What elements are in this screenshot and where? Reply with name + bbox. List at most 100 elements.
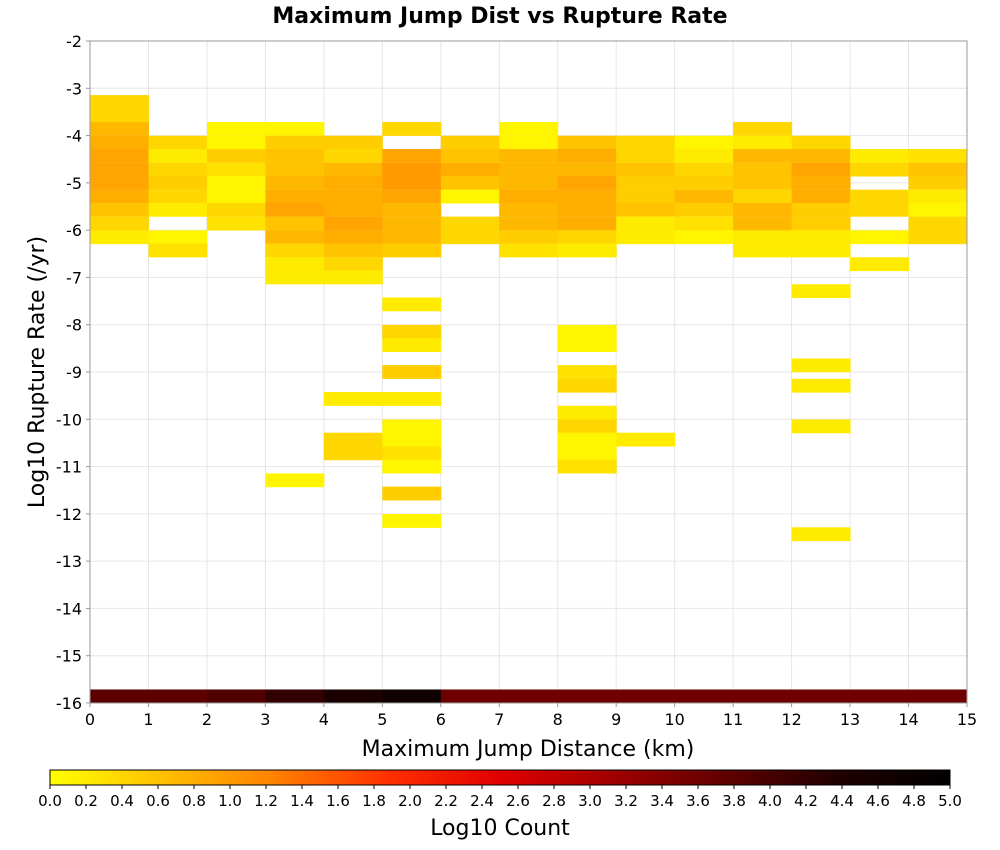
x-tick-label: 6 bbox=[436, 710, 446, 729]
heatmap-cell bbox=[616, 149, 676, 163]
heatmap-cell bbox=[206, 689, 266, 704]
heatmap-cell bbox=[206, 122, 266, 136]
heatmap-cell bbox=[791, 189, 851, 204]
heatmap-cell bbox=[323, 135, 383, 150]
colorbar-tick-label: 3.8 bbox=[722, 792, 746, 810]
colorbar-tick-label: 1.4 bbox=[290, 792, 314, 810]
heatmap-cell bbox=[265, 122, 325, 136]
y-tick-label: -11 bbox=[56, 458, 82, 477]
y-axis-label: Log10 Rupture Rate (/yr) bbox=[25, 236, 50, 508]
y-tick-label: -4 bbox=[66, 127, 82, 146]
x-tick-label: 1 bbox=[143, 710, 153, 729]
heatmap-cell bbox=[323, 202, 383, 217]
heatmap-cell bbox=[674, 162, 734, 177]
heatmap-cell bbox=[382, 324, 442, 339]
heatmap-cell bbox=[90, 175, 149, 190]
heatmap-cell bbox=[908, 689, 968, 704]
heatmap-cell bbox=[499, 216, 559, 231]
heatmap-cell bbox=[265, 473, 325, 488]
heatmap-cell bbox=[557, 405, 617, 420]
heatmap-cell bbox=[148, 189, 208, 204]
heatmap-cell bbox=[206, 189, 266, 204]
heatmap-cell bbox=[206, 175, 266, 190]
heatmap-cell bbox=[850, 257, 910, 272]
x-tick-label: 14 bbox=[898, 710, 918, 729]
heatmap-cell bbox=[206, 149, 266, 163]
heatmap-cell bbox=[791, 202, 851, 217]
heatmap-cell bbox=[733, 122, 793, 136]
heatmap-cell bbox=[148, 202, 208, 217]
colorbar-tick-label: 2.4 bbox=[470, 792, 494, 810]
heatmap-cell bbox=[148, 175, 208, 190]
colorbar-tick-label: 0.2 bbox=[74, 792, 98, 810]
heatmap-cell bbox=[90, 689, 149, 704]
heatmap-cell bbox=[382, 297, 442, 312]
heatmap-cell bbox=[206, 202, 266, 217]
heatmap-cell bbox=[382, 446, 442, 461]
heatmap-cell bbox=[850, 230, 910, 245]
heatmap-cell bbox=[440, 162, 500, 177]
heatmap-cell bbox=[791, 230, 851, 245]
heatmap-cell bbox=[323, 432, 383, 447]
heatmap-cell bbox=[382, 216, 442, 231]
x-tick-label: 5 bbox=[377, 710, 387, 729]
y-tick-label: -15 bbox=[56, 647, 82, 666]
heatmap-cell bbox=[733, 149, 793, 163]
heatmap-cell bbox=[908, 216, 968, 231]
heatmap-cell bbox=[791, 135, 851, 150]
heatmap-cell bbox=[908, 189, 968, 204]
heatmap-cell bbox=[557, 432, 617, 447]
heatmap-cell bbox=[265, 257, 325, 272]
heatmap-cell bbox=[557, 162, 617, 177]
heatmap-cell bbox=[382, 486, 442, 501]
heatmap-cell bbox=[791, 284, 851, 299]
x-tick-label: 9 bbox=[611, 710, 621, 729]
heatmap-cell bbox=[206, 216, 266, 231]
heatmap-cell bbox=[499, 202, 559, 217]
heatmap-cell bbox=[323, 149, 383, 163]
heatmap-cell bbox=[265, 189, 325, 204]
heatmap-cell bbox=[206, 135, 266, 150]
colorbar-tick-label: 1.2 bbox=[254, 792, 278, 810]
heatmap-cell bbox=[499, 122, 559, 136]
heatmap-cell bbox=[148, 243, 208, 258]
heatmap-cell bbox=[674, 189, 734, 204]
heatmap-cell bbox=[382, 459, 442, 474]
heatmap-cell bbox=[616, 202, 676, 217]
colorbar-tick-label: 3.6 bbox=[686, 792, 710, 810]
heatmap-cell bbox=[557, 135, 617, 150]
colorbar-tick-label: 3.4 bbox=[650, 792, 674, 810]
heatmap-cell bbox=[557, 230, 617, 245]
colorbar-tick-label: 2.0 bbox=[398, 792, 422, 810]
heatmap-cell bbox=[557, 216, 617, 231]
heatmap-cell bbox=[382, 189, 442, 204]
heatmap-cell bbox=[674, 175, 734, 190]
colorbar-tick-label: 4.2 bbox=[794, 792, 818, 810]
heatmap-cell bbox=[382, 175, 442, 190]
colorbar-tick-label: 2.8 bbox=[542, 792, 566, 810]
x-tick-label: 2 bbox=[202, 710, 212, 729]
heatmap-cell bbox=[791, 378, 851, 393]
heatmap-cell bbox=[265, 230, 325, 245]
heatmap-cell bbox=[557, 419, 617, 434]
heatmap-cell bbox=[90, 202, 149, 217]
heatmap-cell bbox=[382, 149, 442, 163]
heatmap-cell bbox=[733, 135, 793, 150]
x-tick-label: 13 bbox=[840, 710, 860, 729]
heatmap-cell bbox=[265, 270, 325, 285]
heatmap-cell bbox=[499, 149, 559, 163]
x-tick-label: 10 bbox=[664, 710, 684, 729]
colorbar-tick-label: 3.2 bbox=[614, 792, 638, 810]
y-tick-label: -10 bbox=[56, 410, 82, 429]
heatmap-cells bbox=[90, 95, 968, 704]
heatmap-cell bbox=[908, 202, 968, 217]
heatmap-cell bbox=[908, 149, 968, 163]
heatmap-cell bbox=[557, 243, 617, 258]
colorbar-tick-label: 2.6 bbox=[506, 792, 530, 810]
heatmap-cell bbox=[791, 527, 851, 542]
heatmap-cell bbox=[557, 149, 617, 163]
heatmap-cell bbox=[733, 162, 793, 177]
heatmap-cell bbox=[440, 135, 500, 150]
heatmap-cell bbox=[499, 162, 559, 177]
